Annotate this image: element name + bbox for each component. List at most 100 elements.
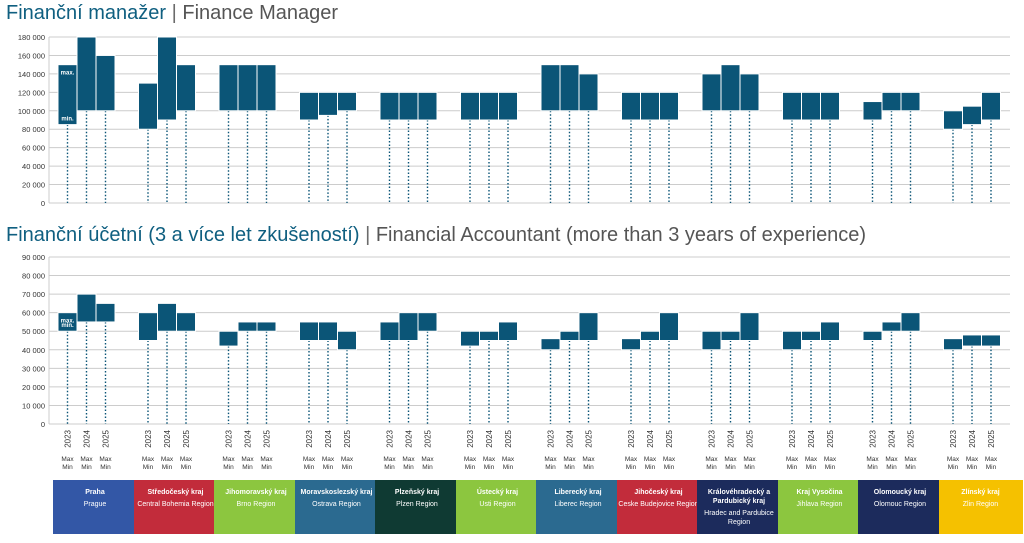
- range-bar: [256, 64, 277, 112]
- region-name-cz: Moravskoslezský kraj: [300, 489, 373, 496]
- region-name-en: Plzen Region: [396, 501, 438, 508]
- region-box: Liberecký kraj Liberec Region: [536, 480, 620, 534]
- min-axis-label: Min: [905, 464, 916, 471]
- range-bar: [318, 321, 338, 342]
- region-name-en: Jihlava Region: [796, 501, 843, 508]
- range-bar: [176, 64, 196, 112]
- year-label: 2025: [424, 429, 433, 447]
- year-label: 2025: [343, 429, 352, 447]
- region-name-en: Hradec and Pardubice Region: [704, 510, 774, 526]
- chart-title-financial-accountant: Finanční účetní (3 a více let zkušeností…: [6, 224, 866, 247]
- range-bar: [379, 321, 400, 342]
- min-axis-label: Min: [645, 464, 656, 471]
- range-bar: [337, 330, 357, 351]
- min-axis-label: Min: [62, 464, 73, 471]
- range-bar: [943, 338, 963, 351]
- region-name-en: Prague: [83, 501, 107, 508]
- region-name-en: Liberec Region: [554, 501, 602, 508]
- chart-0: 0 20 000 40 000 60 000 80 000 100 000 120 000 1…: [18, 33, 1010, 208]
- range-bar: [237, 321, 258, 332]
- year-label: 2024: [807, 429, 816, 447]
- region-name-en: Ostrava Region: [312, 501, 361, 508]
- min-axis-label: Min: [143, 464, 154, 471]
- year-label: 2023: [466, 429, 475, 447]
- year-label: 2024: [485, 429, 494, 447]
- range-bar: [559, 330, 580, 342]
- range-bar: [900, 312, 921, 332]
- year-label: 2025: [987, 429, 996, 447]
- range-bar: [578, 73, 599, 112]
- year-label: 2024: [163, 429, 172, 447]
- min-axis-label: Min: [564, 464, 575, 471]
- year-label: 2023: [788, 429, 797, 447]
- range-bar: [95, 54, 116, 112]
- range-bar: [701, 73, 722, 112]
- region-name-cz: Ústecký kraj: [476, 489, 519, 496]
- range-bar: [157, 36, 177, 121]
- min-axis-label: Min: [867, 464, 878, 471]
- region-name-cz: Královéhradecký a Pardubický kraj: [707, 489, 771, 505]
- range-bar: [621, 91, 641, 121]
- max-axis-label: Max: [61, 456, 74, 463]
- range-bar: [95, 302, 116, 323]
- range-bar: [498, 91, 518, 121]
- title-en: Finance Manager: [182, 2, 339, 24]
- region-name-cz: Zlínský kraj: [961, 489, 1000, 496]
- year-label: 2023: [547, 429, 556, 447]
- min-axis-label: Min: [403, 464, 414, 471]
- range-bar: [640, 330, 660, 342]
- region-name-cz: Olomoucký kraj: [873, 489, 927, 496]
- range-bar: [659, 91, 679, 121]
- y-tick-label: 0: [41, 420, 45, 429]
- y-tick-label: 160 000: [18, 51, 45, 60]
- range-bar: [176, 312, 196, 332]
- max-axis-label: Max: [544, 456, 557, 463]
- min-axis-label: Min: [503, 464, 514, 471]
- min-axis-label: Min: [806, 464, 817, 471]
- max-axis-label: Max: [402, 456, 415, 463]
- min-label: min.: [61, 117, 74, 123]
- min-axis-label: Min: [825, 464, 836, 471]
- max-axis-label: Max: [885, 456, 898, 463]
- year-label: 2024: [566, 429, 575, 447]
- region-name-en: Brno Region: [236, 501, 276, 508]
- year-label: 2023: [64, 429, 73, 447]
- range-bar: [862, 101, 883, 121]
- range-bar: [820, 91, 840, 121]
- range-bar: [801, 330, 821, 342]
- year-label: 2024: [646, 429, 655, 447]
- min-axis-label: Min: [545, 464, 556, 471]
- y-tick-label: 40 000: [22, 162, 45, 171]
- range-bar: [801, 91, 821, 121]
- range-bar: [218, 330, 239, 347]
- range-bar: [379, 91, 400, 121]
- y-tick-label: 10 000: [22, 401, 45, 410]
- y-tick-label: 180 000: [18, 33, 45, 42]
- y-tick-label: 60 000: [22, 144, 45, 153]
- max-axis-label: Max: [904, 456, 917, 463]
- max-axis-label: Max: [625, 456, 638, 463]
- range-bar: [640, 91, 660, 121]
- min-axis-label: Min: [583, 464, 594, 471]
- region-name-en: Zlin Region: [962, 501, 999, 508]
- range-bar: [138, 82, 158, 130]
- min-axis-label: Min: [323, 464, 334, 471]
- min-axis-label: Min: [304, 464, 315, 471]
- range-bar: [881, 321, 902, 332]
- max-axis-label: Max: [161, 456, 174, 463]
- range-bar: [782, 330, 802, 351]
- max-axis-label: Max: [985, 456, 998, 463]
- year-label: 2025: [665, 429, 674, 447]
- min-axis-label: Min: [162, 464, 173, 471]
- range-bar: [479, 330, 499, 342]
- range-bar: [981, 91, 1001, 121]
- range-bar: [881, 91, 902, 112]
- year-label: 2025: [826, 429, 835, 447]
- region-name-cz: Středočeský kraj: [147, 489, 204, 496]
- year-label: 2025: [585, 429, 594, 447]
- range-bar: [820, 321, 840, 342]
- min-axis-label: Min: [261, 464, 272, 471]
- range-bar: [559, 64, 580, 112]
- range-bar: [900, 91, 921, 112]
- y-tick-label: 120 000: [18, 88, 45, 97]
